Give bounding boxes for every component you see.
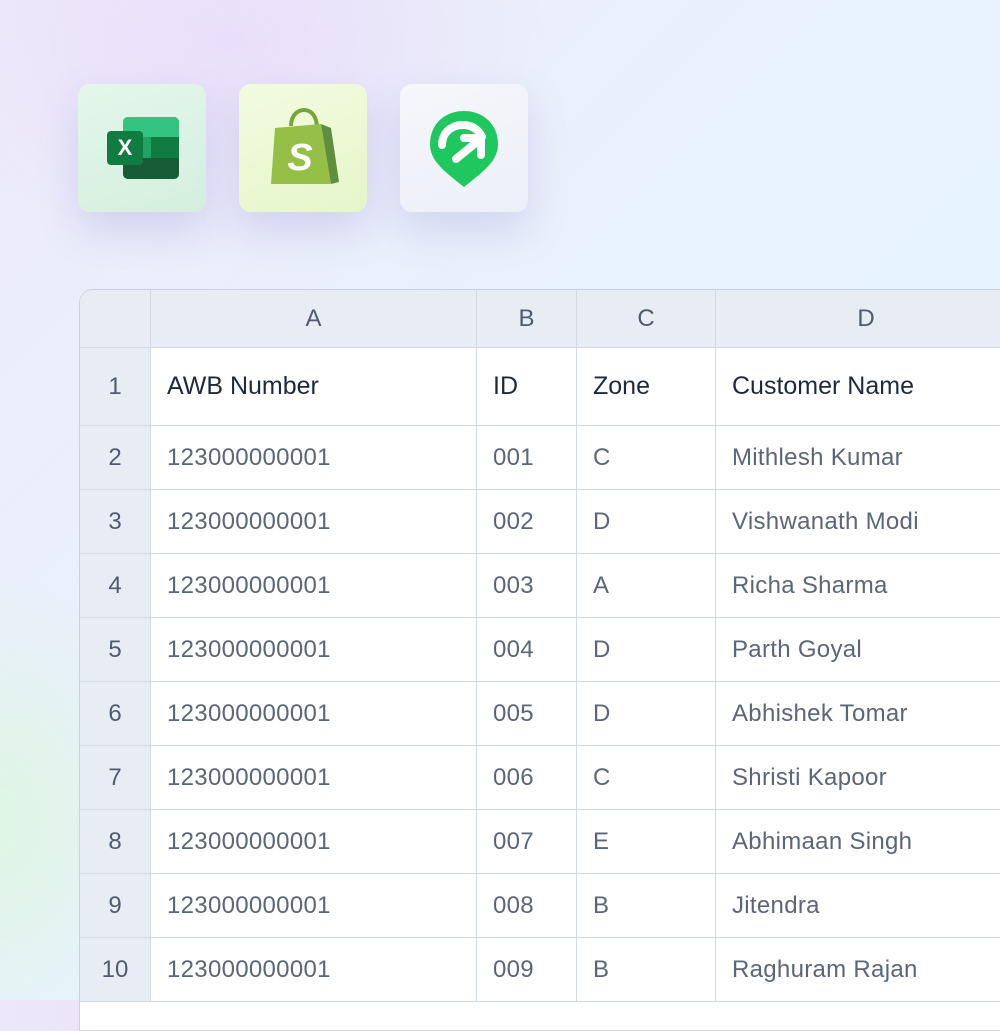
cell-id[interactable]: 006: [477, 746, 577, 810]
cell-awb-number[interactable]: 123000000001: [151, 554, 477, 618]
cell-zone[interactable]: D: [577, 618, 716, 682]
excel-app-tile[interactable]: X: [78, 84, 206, 212]
cell-id[interactable]: 001: [477, 426, 577, 490]
cell-awb-number[interactable]: 123000000001: [151, 618, 477, 682]
svg-text:S: S: [287, 137, 312, 179]
row-header[interactable]: 10: [80, 938, 151, 1002]
row-header[interactable]: 4: [80, 554, 151, 618]
cell-customer-name[interactable]: Vishwanath Modi: [716, 490, 1000, 554]
cell-id-header[interactable]: ID: [477, 348, 577, 426]
svg-text:X: X: [118, 135, 133, 160]
spreadsheet: A B C D 1 AWB Number ID Zone Customer Na…: [79, 289, 1000, 1031]
cell-awb-number[interactable]: 123000000001: [151, 874, 477, 938]
cell-awb-number[interactable]: 123000000001: [151, 682, 477, 746]
row-header[interactable]: 7: [80, 746, 151, 810]
cell-id[interactable]: 005: [477, 682, 577, 746]
row-header[interactable]: 3: [80, 490, 151, 554]
column-header-b[interactable]: B: [477, 290, 577, 348]
column-header-d[interactable]: D: [716, 290, 1000, 348]
select-all-corner[interactable]: [80, 290, 151, 348]
cell-id[interactable]: 002: [477, 490, 577, 554]
row-header[interactable]: 9: [80, 874, 151, 938]
cell-customer-name[interactable]: Mithlesh Kumar: [716, 426, 1000, 490]
column-header-c[interactable]: C: [577, 290, 716, 348]
cell-awb-number[interactable]: 123000000001: [151, 426, 477, 490]
shopify-icon: S: [271, 107, 339, 184]
cell-zone[interactable]: A: [577, 554, 716, 618]
cell-zone[interactable]: B: [577, 938, 716, 1002]
cell-id[interactable]: 003: [477, 554, 577, 618]
cell-zone[interactable]: B: [577, 874, 716, 938]
row-header[interactable]: 2: [80, 426, 151, 490]
cell-customer-name[interactable]: Abhimaan Singh: [716, 810, 1000, 874]
cell-awb-number[interactable]: 123000000001: [151, 938, 477, 1002]
app-icons: X S: [78, 84, 538, 214]
cell-id[interactable]: 007: [477, 810, 577, 874]
cell-customer-name[interactable]: Jitendra: [716, 874, 1000, 938]
cell-id[interactable]: 008: [477, 874, 577, 938]
location-pin-arrow-icon: [430, 111, 498, 187]
shopify-app-tile[interactable]: S: [239, 84, 367, 212]
cell-id[interactable]: 004: [477, 618, 577, 682]
row-header[interactable]: 1: [80, 348, 151, 426]
cell-awb-number[interactable]: 123000000001: [151, 746, 477, 810]
cell-awb-number[interactable]: 123000000001: [151, 810, 477, 874]
cell-zone[interactable]: D: [577, 682, 716, 746]
cell-awb-number-header[interactable]: AWB Number: [151, 348, 477, 426]
cell-zone[interactable]: C: [577, 426, 716, 490]
cell-zone[interactable]: D: [577, 490, 716, 554]
cell-customer-name[interactable]: Shristi Kapoor: [716, 746, 1000, 810]
cell-zone-header[interactable]: Zone: [577, 348, 716, 426]
cell-zone[interactable]: C: [577, 746, 716, 810]
shiprocket-app-tile[interactable]: [400, 84, 528, 212]
excel-icon: X: [107, 117, 179, 179]
cell-zone[interactable]: E: [577, 810, 716, 874]
cell-customer-name[interactable]: Abhishek Tomar: [716, 682, 1000, 746]
cell-customer-name[interactable]: Richa Sharma: [716, 554, 1000, 618]
row-header[interactable]: 5: [80, 618, 151, 682]
cell-customer-name[interactable]: Parth Goyal: [716, 618, 1000, 682]
cell-id[interactable]: 009: [477, 938, 577, 1002]
cell-awb-number[interactable]: 123000000001: [151, 490, 477, 554]
spreadsheet-grid: A B C D 1 AWB Number ID Zone Customer Na…: [80, 290, 1000, 1002]
column-header-a[interactable]: A: [151, 290, 477, 348]
row-header[interactable]: 8: [80, 810, 151, 874]
cell-customer-name[interactable]: Raghuram Rajan: [716, 938, 1000, 1002]
row-header[interactable]: 6: [80, 682, 151, 746]
cell-customer-name-header[interactable]: Customer Name: [716, 348, 1000, 426]
